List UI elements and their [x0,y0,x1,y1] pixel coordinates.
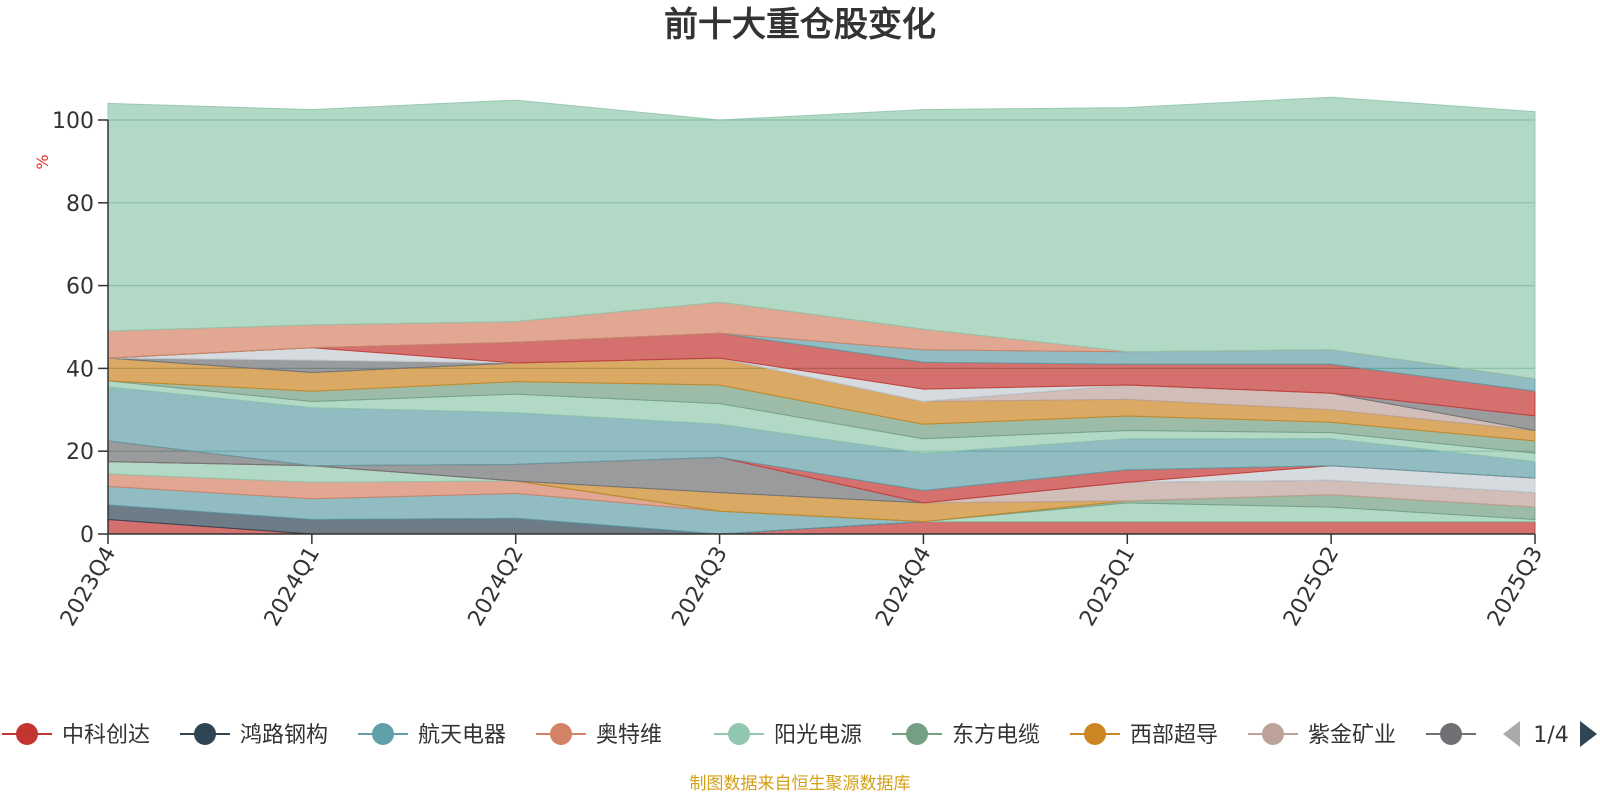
y-tick-label: 20 [66,440,94,465]
chart-title: 前十大重仓股变化 [664,5,936,45]
legend-item-1[interactable]: 鸿路钢构 [180,723,328,748]
legend-dot-icon [550,723,572,745]
legend-label: 阳光电源 [774,723,862,748]
legend-items: 中科创达 鸿路钢构 航天电器 奥特维 阳光电源 东方电缆 西部超导 紫金矿业 中际旭创 [2,723,1574,748]
legend-label: 中科创达 [62,723,150,748]
area-series-layer [107,96,1536,535]
legend-dot-icon [372,723,394,745]
y-tick-label: 100 [52,109,94,134]
y-axis-unit: % [33,154,52,169]
legend-item-5[interactable]: 东方电缆 [892,723,1040,748]
area-series-21[interactable] [107,96,1536,380]
legend-item-3[interactable]: 奥特维 [536,723,662,748]
x-tick-label: 2024Q3 [667,543,732,631]
source-note: 制图数据来自恒生聚源数据库 [690,774,911,794]
legend-label: 西部超导 [1130,723,1218,748]
legend-item-6[interactable]: 西部超导 [1070,723,1218,748]
y-tick-label: 40 [66,357,94,382]
legend-dot-icon [16,723,38,745]
x-tick-label: 2025Q1 [1075,543,1140,631]
legend-item-4[interactable]: 阳光电源 [714,723,862,748]
legend-label: 东方电缆 [952,723,1040,748]
x-tick-label: 2025Q3 [1483,543,1548,631]
legend-label: 鸿路钢构 [240,723,328,748]
legend-label: 奥特维 [596,723,662,748]
x-tick-label: 2024Q4 [871,543,936,631]
legend-dot-icon [1084,723,1106,745]
y-tick-label: 80 [66,192,94,217]
legend-dot-icon [1262,723,1284,745]
y-tick-label: 60 [66,275,94,300]
x-tick-label: 2023Q4 [56,543,121,631]
y-tick-label: 0 [80,523,94,548]
legend-label: 航天电器 [418,723,506,748]
legend: 中科创达 鸿路钢构 航天电器 奥特维 阳光电源 东方电缆 西部超导 紫金矿业 中际旭创 1/4 [2,721,1597,748]
x-tick-label: 2025Q2 [1279,543,1344,631]
legend-dot-icon [194,723,216,745]
legend-label: 紫金矿业 [1308,723,1396,748]
legend-next-page-icon[interactable] [1580,721,1597,747]
legend-item-8[interactable]: 中际旭创 [1426,723,1574,748]
legend-dot-icon [906,723,928,745]
legend-item-2[interactable]: 航天电器 [358,723,506,748]
legend-item-0[interactable]: 中科创达 [2,723,150,748]
legend-dot-icon [1440,723,1462,745]
legend-page-indicator: 1/4 [1533,723,1568,748]
x-tick-label: 2024Q2 [464,543,529,631]
legend-prev-page-icon[interactable] [1503,721,1520,747]
legend-item-7[interactable]: 紫金矿业 [1248,723,1396,748]
x-tick-label: 2024Q1 [260,543,325,631]
legend-dot-icon [728,723,750,745]
